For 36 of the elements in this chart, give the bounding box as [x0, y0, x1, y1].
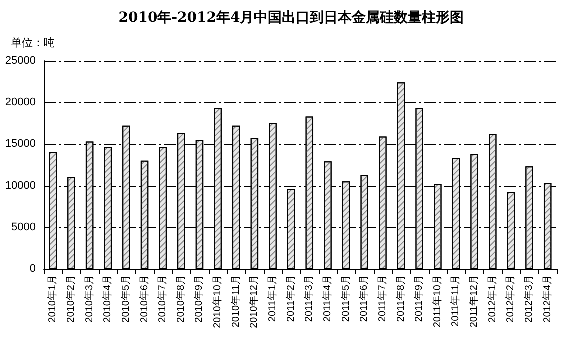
x-tick-label: 2010年3月	[83, 275, 96, 323]
x-tick-label: 2010年2月	[64, 275, 77, 323]
x-tick-label: 2011年7月	[376, 275, 388, 322]
x-tick-label: 2010年4月	[102, 275, 114, 323]
x-tick-label: 2010年5月	[120, 275, 132, 323]
y-tick-label: 5000	[12, 221, 36, 234]
x-tick-label: 2010年10月	[212, 275, 224, 328]
x-tick-label: 2011年9月	[413, 275, 426, 322]
chart-title: 2010年-2012年4月中国出口到日本金属硅数量柱形图	[118, 10, 464, 26]
x-tick-label: 2011年10月	[431, 275, 444, 328]
x-tick-label: 2010年8月	[174, 275, 187, 323]
y-tick-label: 15000	[5, 138, 36, 150]
y-tick-label: 25000	[5, 55, 36, 67]
x-tick-label: 2012年2月	[504, 275, 517, 323]
x-tick-label: 2010年11月	[230, 275, 242, 328]
x-tick-label: 2012年3月	[523, 275, 536, 323]
x-tick-label: 2010年12月	[248, 275, 260, 328]
x-tick-label: 2011年5月	[340, 275, 352, 322]
x-tick-label: 2011年1月	[266, 275, 279, 322]
y-tick-label: 10000	[5, 180, 36, 192]
x-tick-label: 2011年4月	[321, 275, 334, 322]
x-tick-label: 2012年4月	[541, 275, 554, 323]
x-tick-label: 2010年7月	[156, 275, 169, 323]
y-tick-label: 20000	[5, 96, 36, 109]
x-tick-label: 2010年1月	[46, 275, 59, 323]
x-tick-label: 2011年8月	[394, 275, 407, 322]
x-tick-label: 2011年2月	[284, 275, 297, 322]
x-tick-label: 2011年11月	[450, 275, 462, 327]
x-tick-label: 2010年9月	[193, 275, 206, 323]
x-tick-label: 2012年1月	[486, 275, 498, 323]
y-axis-title: 单位：吨	[11, 36, 55, 50]
x-tick-label: 2011年3月	[303, 275, 316, 322]
x-tick-label: 2011年12月	[468, 275, 480, 328]
x-tick-label: 2011年6月	[358, 275, 370, 322]
x-tick-label: 2010年6月	[138, 275, 150, 323]
y-tick-label: 0	[30, 263, 36, 275]
